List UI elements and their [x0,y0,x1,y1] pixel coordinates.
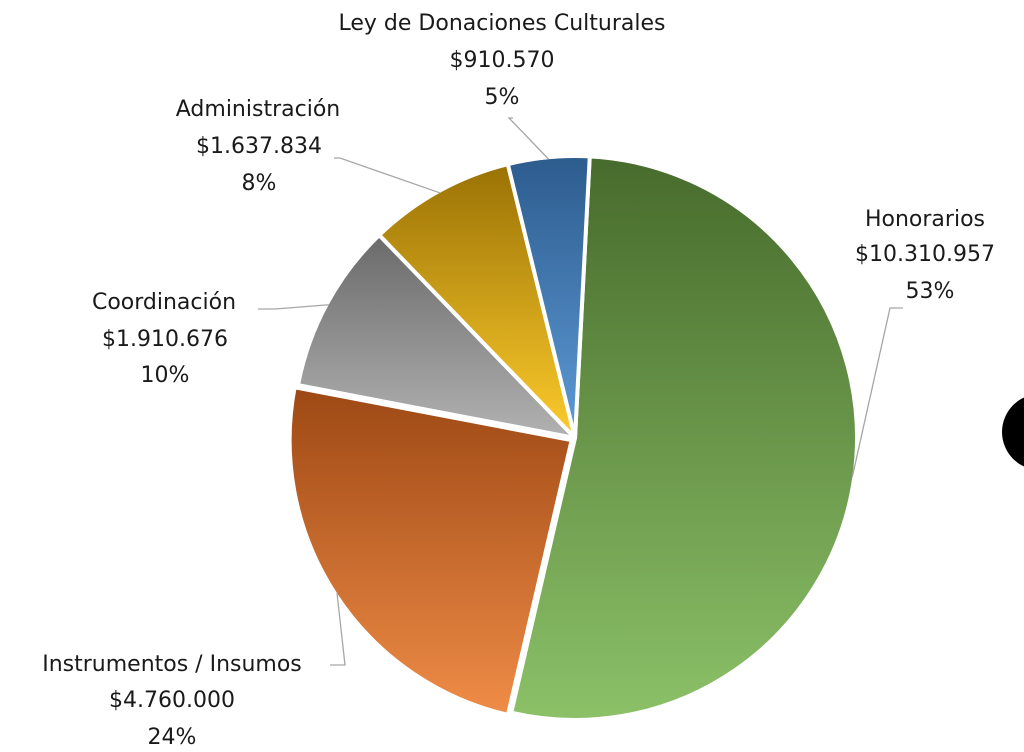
leader-line-4 [507,117,550,160]
leader-line-1 [330,592,346,666]
leader-lines [258,117,903,666]
label-administracion-amount: $1.637.834 [196,134,322,159]
pie-slice-instrumentos-insumos [287,385,574,717]
label-administracion-name: Administración [176,97,340,122]
label-ley-donaciones-percent: 5% [485,85,520,110]
leader-line-2 [258,304,329,310]
label-honorarios-percent: 53% [906,279,955,304]
pie-slice-coordinacion [296,233,577,440]
label-coordinacion-percent: 10% [141,363,190,388]
decorative-black-circle [1002,397,1024,467]
pie-slice-ley-de-donaciones-culturales [505,154,592,440]
label-ley-donaciones-name: Ley de Donaciones Culturales [339,11,666,36]
pie-slices [287,154,859,722]
leader-line-0 [851,307,903,478]
label-coordinacion-name: Coordinación [92,290,236,315]
leader-line-3 [334,157,440,194]
label-ley-donaciones-amount: $910.570 [450,48,555,73]
label-coordinacion-amount: $1.910.676 [102,327,228,352]
label-administracion-percent: 8% [242,171,277,196]
label-instrumentos-name: Instrumentos / Insumos [42,652,302,677]
label-honorarios-name: Honorarios [865,207,985,232]
slice-labels: Honorarios $10.310.957 53% Instrumentos … [42,11,995,750]
pie-slice-honorarios [509,154,859,722]
label-instrumentos-percent: 24% [148,725,197,750]
label-honorarios-amount: $10.310.957 [855,242,995,267]
pie-slice-administracion [377,162,577,440]
label-instrumentos-amount: $4.760.000 [109,688,235,713]
